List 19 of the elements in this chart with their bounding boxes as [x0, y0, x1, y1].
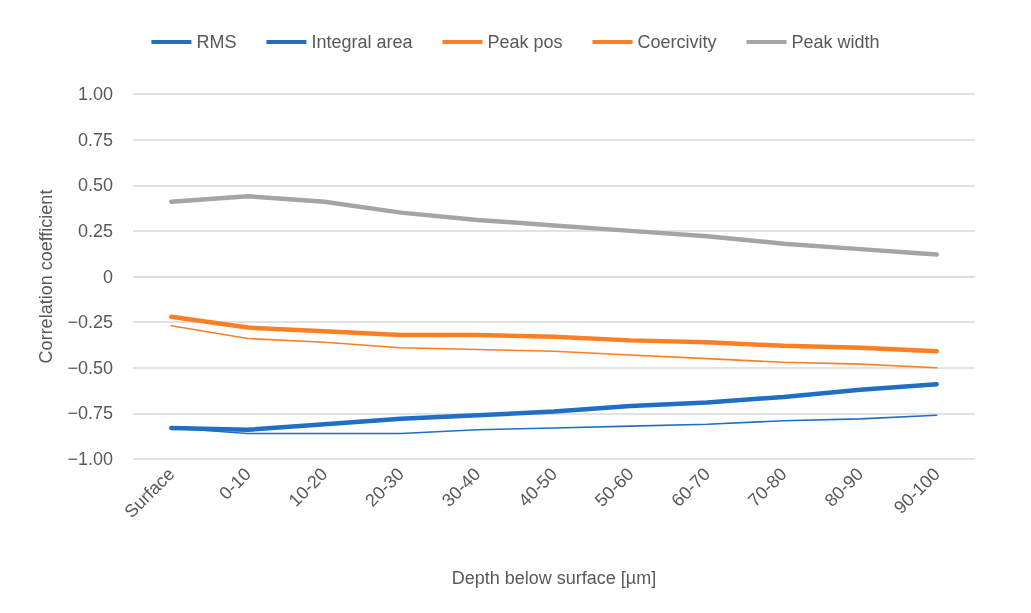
y-tick-label: 0.25: [77, 220, 113, 241]
y-axis-title: Correlation coefficient: [36, 189, 56, 364]
line-series: [169, 193, 939, 257]
y-tick-label: 0: [102, 266, 113, 287]
legend-label: RMS: [196, 32, 237, 52]
y-tick-label: −0.25: [67, 312, 113, 333]
y-tick-label: 0.75: [77, 129, 113, 150]
y-tick-label: −0.50: [67, 357, 113, 378]
legend-label: Coercivity: [637, 32, 717, 52]
legend-label: Peak pos: [487, 32, 563, 52]
line-series: [170, 324, 938, 369]
legend-label: Peak width: [791, 32, 880, 52]
y-tick-label: −0.75: [67, 403, 113, 424]
legend-label: Integral area: [311, 32, 414, 52]
y-tick-label: 1.00: [77, 84, 113, 104]
y-tick-label: −1.00: [67, 449, 113, 469]
line-series: [169, 314, 939, 354]
x-axis-title: Depth below surface [µm]: [451, 568, 657, 588]
y-tick-label: 0.50: [77, 175, 113, 196]
